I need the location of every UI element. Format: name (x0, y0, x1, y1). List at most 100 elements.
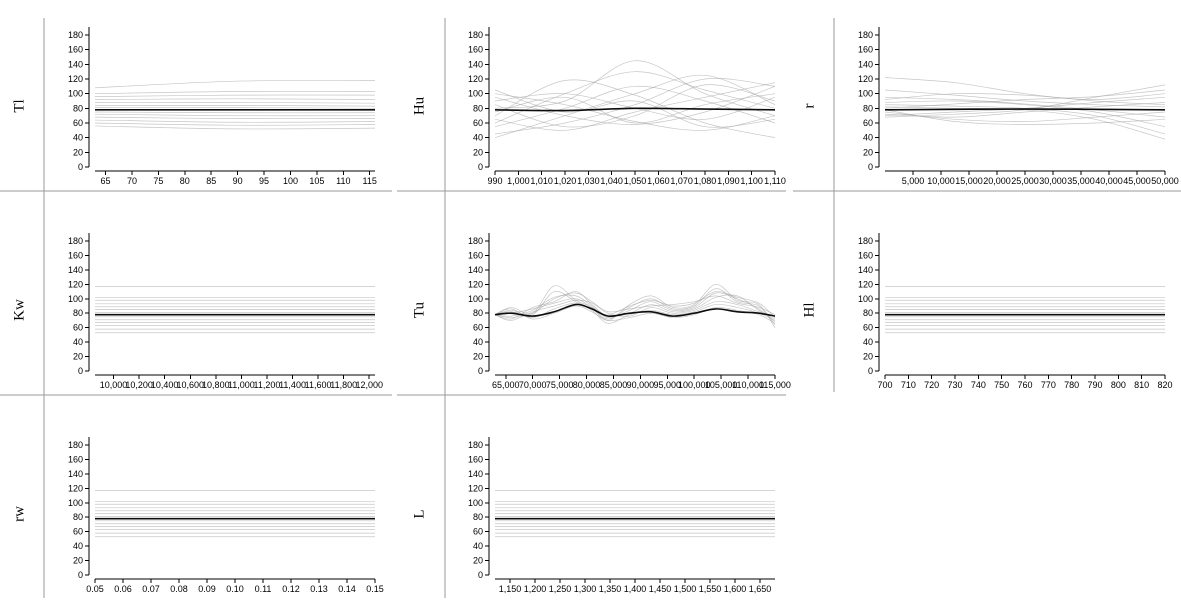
x-tick-label: 85,000 (600, 380, 628, 390)
x-tick-label: 0.15 (366, 584, 384, 594)
central-trace (884, 108, 1166, 111)
x-tick-label: 800 (1111, 380, 1126, 390)
sample-trace (94, 90, 376, 95)
x-tick-label: 110,000 (732, 380, 764, 390)
y-tick-label: 100 (68, 89, 83, 99)
x-tick-label: 10,000 (927, 176, 955, 186)
sample-trace (494, 89, 776, 128)
y-tick-label: 140 (68, 59, 83, 69)
x-tick-label: 790 (1087, 380, 1102, 390)
x-tick-label: 1,110 (764, 176, 786, 186)
sample-trace (884, 77, 1166, 106)
y-tick-label: 0 (478, 162, 483, 172)
y-tick-label: 120 (68, 74, 83, 84)
x-tick-label: 80 (180, 176, 190, 186)
y-tick-label: 120 (468, 74, 483, 84)
y-tick-label: 180 (68, 236, 83, 246)
y-tick-label: 60 (863, 118, 873, 128)
x-tick-label: 90 (233, 176, 243, 186)
y-tick-label: 160 (68, 250, 83, 260)
y-tick-label: 180 (68, 440, 83, 450)
x-tick-label: 25,000 (1011, 176, 1039, 186)
sample-trace (94, 116, 376, 120)
sample-trace (94, 102, 376, 104)
y-tick-label: 20 (473, 556, 483, 566)
sample-trace (494, 292, 776, 323)
sample-trace (94, 122, 376, 126)
x-tick-label: 75,000 (546, 380, 574, 390)
y-tick-label: 160 (468, 454, 483, 464)
sample-trace (884, 100, 1166, 128)
y-tick-label: 120 (468, 483, 483, 493)
x-tick-label: 5,000 (902, 176, 925, 186)
y-tick-label: 40 (473, 337, 483, 347)
y-tick-label: 40 (73, 541, 83, 551)
sample-trace (884, 111, 1166, 122)
y-tick-label: 0 (868, 162, 873, 172)
y-tick-label: 180 (858, 236, 873, 246)
y-tick-label: 160 (468, 250, 483, 260)
sample-trace (94, 111, 376, 114)
x-tick-label: 1,020 (554, 176, 577, 186)
chart-panel: Tl 0 20 40 60 80 100 120 140 160 180 65 70 75 80 85 90 95… (11, 27, 377, 186)
x-tick-label: 75 (153, 176, 163, 186)
y-tick-label: 80 (73, 308, 83, 318)
x-tick-label: 0.11 (255, 584, 272, 594)
x-tick-label: 1,150 (499, 584, 522, 594)
x-tick-label: 11,800 (330, 380, 357, 390)
x-tick-label: 1,200 (524, 584, 547, 594)
x-tick-label: 100 (283, 176, 298, 186)
y-tick-label: 140 (468, 59, 483, 69)
sample-trace (94, 104, 376, 107)
x-tick-label: 105,000 (705, 380, 738, 390)
y-tick-label: 140 (68, 265, 83, 275)
y-tick-label: 140 (858, 265, 873, 275)
sample-trace (884, 89, 1166, 109)
x-tick-label: 1,010 (530, 176, 553, 186)
y-tick-label: 120 (858, 279, 873, 289)
x-tick-label: 40,000 (1095, 176, 1123, 186)
x-tick-label: 990 (487, 176, 502, 186)
y-tick-label: 180 (468, 440, 483, 450)
y-tick-label: 100 (68, 294, 83, 304)
x-tick-label: 760 (1017, 380, 1032, 390)
y-tick-label: 180 (858, 30, 873, 40)
x-tick-label: 1,070 (670, 176, 693, 186)
y-tick-label: 80 (473, 308, 483, 318)
x-tick-label: 720 (924, 380, 939, 390)
x-tick-label: 1,500 (674, 584, 697, 594)
panel-dividers (0, 18, 1181, 598)
chart-panel: L 0 20 40 60 80 100 120 140 160 180 1,150 1,200 1,250… (411, 437, 775, 594)
sample-trace (884, 96, 1166, 118)
y-tick-label: 160 (858, 250, 873, 260)
sample-trace (94, 119, 376, 123)
x-tick-label: 1,400 (624, 584, 647, 594)
x-tick-label: 0.13 (310, 584, 328, 594)
parameter-label: rw (11, 506, 27, 522)
y-tick-label: 80 (73, 103, 83, 113)
y-tick-label: 20 (73, 147, 83, 157)
y-tick-label: 20 (473, 147, 483, 157)
x-tick-label: 11,400 (279, 380, 306, 390)
parameter-label: Hl (801, 303, 817, 318)
x-tick-label: 105 (309, 176, 324, 186)
x-tick-label: 700 (877, 380, 892, 390)
x-tick-label: 1,550 (699, 584, 722, 594)
sample-trace (94, 107, 376, 109)
x-tick-label: 12,000 (355, 380, 383, 390)
y-tick-label: 0 (78, 570, 83, 580)
x-tick-label: 0.07 (142, 584, 160, 594)
x-tick-label: 35,000 (1067, 176, 1095, 186)
x-tick-label: 710 (901, 380, 916, 390)
x-tick-label: 115,000 (759, 380, 791, 390)
y-tick-label: 160 (858, 45, 873, 55)
y-tick-label: 40 (863, 133, 873, 143)
sample-trace (494, 288, 776, 326)
x-tick-label: 65 (101, 176, 111, 186)
x-tick-label: 770 (1041, 380, 1056, 390)
sample-trace (494, 305, 776, 324)
x-tick-label: 810 (1134, 380, 1149, 390)
x-tick-label: 11,000 (228, 380, 255, 390)
